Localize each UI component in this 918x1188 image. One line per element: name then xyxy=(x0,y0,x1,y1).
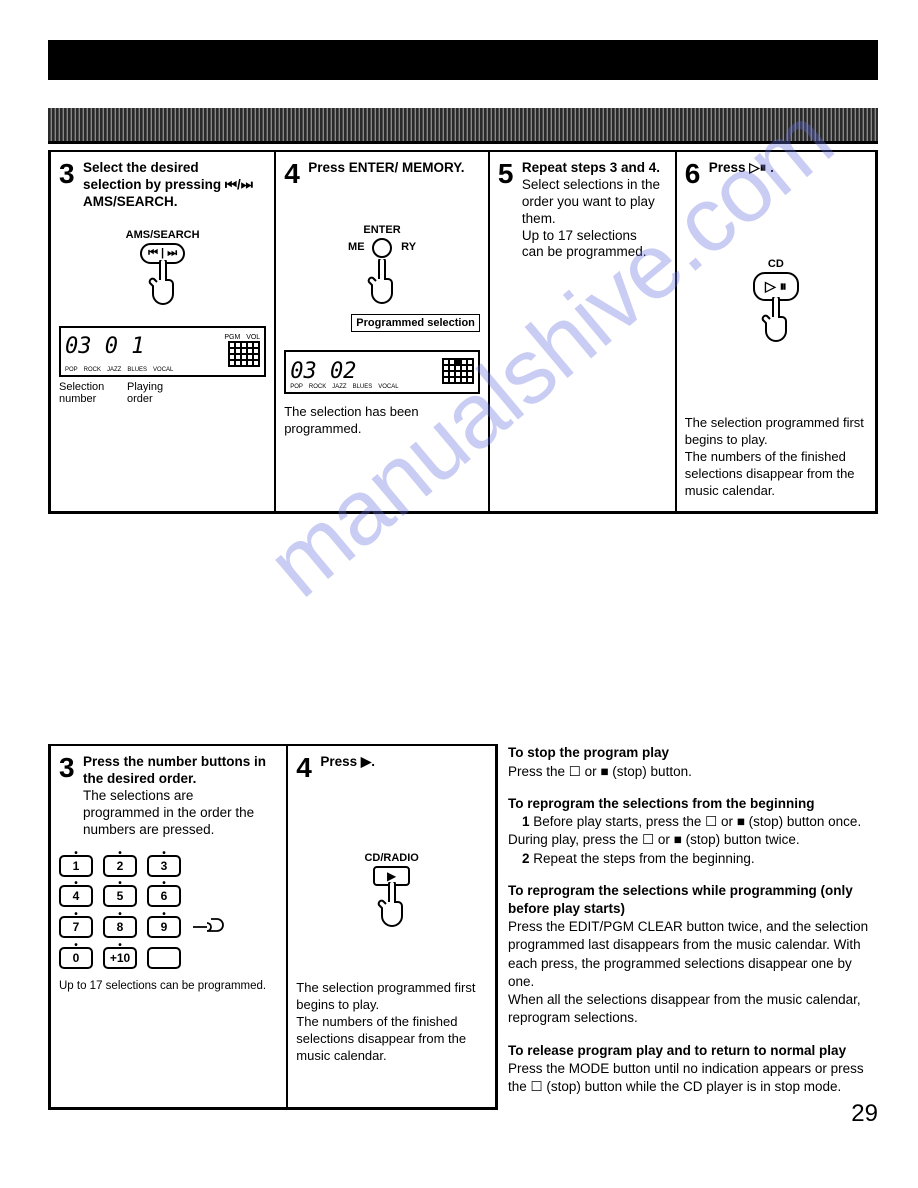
programmed-selection-label: Programmed selection xyxy=(351,314,480,332)
cd-label: CD xyxy=(685,258,867,270)
bottom-row-wrap: 3 Press the number buttons in the desire… xyxy=(48,744,878,1110)
key-plus10: +10 xyxy=(103,947,137,969)
key-8: 8 xyxy=(103,916,137,938)
info-body: Press the ☐ or ■ (stop) button. xyxy=(508,764,692,779)
cd-radio-label: CD/RADIO xyxy=(296,852,487,864)
step-caption: The selection programmed first begins to… xyxy=(296,980,487,1064)
key-6: 6 xyxy=(147,885,181,907)
info-column: To stop the program play Press the ☐ or … xyxy=(498,744,878,1110)
step-4-cell: 4 Press ENTER/ MEMORY. ENTER ME RY Progr… xyxy=(276,152,490,511)
step-text: Press the number buttons in the desired … xyxy=(83,754,272,838)
ams-search-illustration: AMS/SEARCH ⏮ | ⏭ xyxy=(59,229,266,308)
key-3: 3 xyxy=(147,855,181,877)
manual-page: 3 Select the desired selection by pressi… xyxy=(0,0,918,1140)
pointing-hand-icon xyxy=(191,915,225,939)
header-texture-bar xyxy=(48,108,878,144)
info-heading: To reprogram the selections while progra… xyxy=(508,883,853,916)
enter-label: ENTER xyxy=(284,224,480,236)
step-number: 4 xyxy=(296,754,312,782)
key-9: 9 xyxy=(147,916,181,938)
calendar-grid-icon xyxy=(228,341,260,367)
info-list-item: 2 Repeat the steps from the beginning. xyxy=(508,851,755,866)
hand-icon xyxy=(373,882,411,930)
key-1: 1 xyxy=(59,855,93,877)
bottom-step-row: 3 Press the number buttons in the desire… xyxy=(48,744,498,1110)
hand-icon xyxy=(363,259,401,307)
top-step-row: 3 Select the desired selection by pressi… xyxy=(48,150,878,514)
number-keypad: 1 2 3 4 5 6 7 8 9 xyxy=(59,855,278,969)
calendar-grid-icon xyxy=(442,358,474,384)
hand-icon xyxy=(144,260,182,308)
step-text: Select the desired selection by pressing… xyxy=(83,160,260,211)
next-icon: ⏭ xyxy=(167,247,177,259)
key-2: 2 xyxy=(103,855,137,877)
lcd-display: 03 02 POP ROCK JAZZ BLUES xyxy=(284,350,480,394)
step-caption: The selection programmed first begins to… xyxy=(685,415,867,499)
lcd-under-labels: Selection number Playing order xyxy=(59,381,266,405)
key-5: 5 xyxy=(103,885,137,907)
info-heading: To release program play and to return to… xyxy=(508,1043,846,1058)
info-heading: To stop the program play xyxy=(508,745,669,760)
step-number: 3 xyxy=(59,160,75,188)
key-blank xyxy=(147,947,181,969)
header-blackbar xyxy=(48,40,878,80)
enter-memory-illustration: ENTER ME RY xyxy=(284,224,480,307)
bottom-step-3-cell: 3 Press the number buttons in the desire… xyxy=(51,746,288,1107)
hand-icon xyxy=(757,297,795,345)
step-number: 4 xyxy=(284,160,300,188)
info-heading: To reprogram the selections from the beg… xyxy=(508,796,815,811)
step-text: Press ▶. xyxy=(320,754,375,771)
step-text: Repeat steps 3 and 4. Select selections … xyxy=(522,160,661,261)
step-3-cell: 3 Select the desired selection by pressi… xyxy=(51,152,276,511)
step-text: Press ENTER/ MEMORY. xyxy=(308,160,474,177)
step-5-cell: 5 Repeat steps 3 and 4. Select selection… xyxy=(490,152,677,511)
enter-button xyxy=(372,238,392,258)
cd-radio-illustration: CD/RADIO ▶ xyxy=(296,852,487,930)
lcd-segment: 03 02 xyxy=(290,359,356,384)
step-number: 6 xyxy=(685,160,701,188)
ams-search-label: AMS/SEARCH xyxy=(59,229,266,241)
key-4: 4 xyxy=(59,885,93,907)
step-number: 3 xyxy=(59,754,75,782)
step-caption: The selection has been programmed. xyxy=(284,404,480,438)
lcd-display: 03 0 1 PGM VOL POP ROCK JAZZ xyxy=(59,326,266,377)
page-number: 29 xyxy=(851,1100,878,1128)
key-7: 7 xyxy=(59,916,93,938)
key-0: 0 xyxy=(59,947,93,969)
info-list-item: 1 Before play starts, press the ☐ or ■ (… xyxy=(508,814,861,847)
step-number: 5 xyxy=(498,160,514,188)
step-6-cell: 6 Press ▷⏸ . CD ▷ ⏸ The selection progra… xyxy=(677,152,875,511)
prev-icon: ⏮ xyxy=(148,247,158,259)
step-text: Press ▷⏸ . xyxy=(709,160,774,177)
info-body: Press the MODE button until no indicatio… xyxy=(508,1061,864,1094)
cd-play-illustration: CD ▷ ⏸ xyxy=(685,258,867,345)
step-caption: Up to 17 selections can be programmed. xyxy=(59,979,278,994)
info-body: Press the EDIT/PGM CLEAR button twice, a… xyxy=(508,919,868,1025)
lcd-segment: 03 0 1 xyxy=(65,334,144,367)
bottom-step-4-cell: 4 Press ▶. CD/RADIO ▶ The selection prog… xyxy=(288,746,495,1107)
